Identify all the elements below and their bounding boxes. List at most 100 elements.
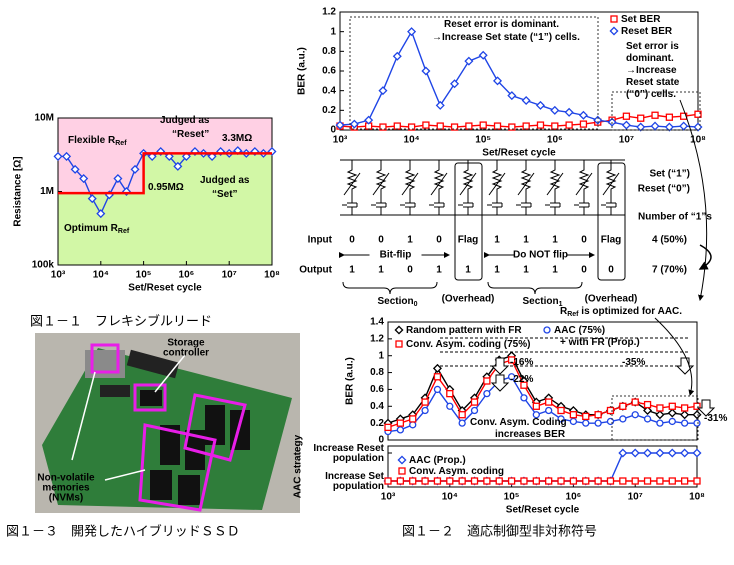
annotation-part: -22% [510, 374, 533, 385]
marker-diamond [450, 79, 460, 89]
marker-diamond [432, 363, 442, 373]
annotation: “Reset” [172, 129, 209, 140]
dashed-box [611, 91, 701, 131]
annotation-part: 0.95MΩ [148, 182, 184, 193]
marker-circle [680, 419, 689, 427]
annotation: -31% [704, 413, 727, 424]
marker-square [446, 477, 454, 485]
marker-square [532, 477, 540, 485]
marker-circle [631, 411, 639, 419]
marker-diamond [113, 174, 123, 184]
x-tick-label: 10³ [381, 492, 396, 503]
annotation-part: “Set” [212, 189, 238, 200]
section-label-part: Section [378, 296, 414, 307]
region-below [58, 153, 272, 265]
annotation-part: Conv. Asym. Coding [470, 417, 567, 428]
marker-square [594, 411, 602, 419]
annotation-part: (“0”) cells. [626, 89, 676, 100]
marker-diamond [650, 121, 660, 131]
marker-square [582, 477, 590, 485]
annotation-part: Ref [567, 311, 579, 318]
marker-square [656, 477, 664, 485]
annotation: Judged as [160, 115, 210, 126]
marker-diamond [96, 209, 106, 219]
marker-diamond [680, 448, 690, 458]
annotation: 3.3MΩ [222, 133, 252, 144]
marker-square [421, 398, 429, 406]
marker-square [520, 381, 528, 389]
legend-label-part: Reset BER [621, 26, 673, 37]
pointer-arrow [679, 99, 708, 301]
legend-label-part: Ref [115, 140, 127, 147]
marker-square [395, 340, 403, 348]
marker-diamond [87, 194, 97, 204]
marker-square [569, 411, 578, 419]
memory-cell [342, 160, 361, 215]
plot-frame [387, 445, 698, 488]
overhead-label: (Overhead) [585, 294, 638, 305]
annotation: Judged as [200, 175, 250, 186]
x-tick-label: 10⁷ [628, 492, 643, 503]
x-axis-label: Set/Reset cycle [128, 283, 202, 294]
x-tick-label: 10⁵ [136, 270, 152, 281]
down-arrow [490, 374, 510, 392]
diagram-frame [342, 162, 712, 295]
section-label: Section0 [378, 296, 418, 309]
output-bit: 1 [494, 265, 500, 276]
section-label-part: Section [523, 296, 559, 307]
y-tick-label: 1M [40, 186, 54, 197]
down-arrow [696, 399, 716, 417]
y-axis-label: BER (a.u.) [345, 357, 356, 405]
marker-square [398, 467, 406, 475]
marker-square [422, 121, 430, 129]
output-bit: 1 [349, 265, 355, 276]
marker-circle [483, 389, 491, 398]
section-label-part: 1 [559, 301, 563, 308]
op-bg [369, 249, 422, 261]
marker-diamond [679, 121, 689, 131]
marker-square [545, 398, 553, 406]
marker-diamond [692, 410, 702, 420]
marker-square [693, 477, 701, 485]
output-label: Output [299, 265, 332, 276]
marker-diamond [593, 115, 603, 125]
annotation-part: Set error is [626, 41, 679, 52]
marker-diamond [667, 448, 677, 458]
marker-square [507, 356, 516, 364]
marker-diamond [643, 405, 653, 416]
annotation: (“0”) cells. [626, 89, 676, 100]
marker-square [668, 477, 676, 485]
annotation: -22% [510, 374, 533, 385]
annotation: -16% [510, 357, 533, 368]
marker-diamond [173, 161, 183, 171]
y-tick-label: 0.6 [370, 384, 384, 395]
marker-diamond [364, 115, 374, 125]
legend-label-part: Conv. Asym. coding (75%) [406, 339, 530, 350]
annotation-part: dominant. [626, 53, 674, 64]
x-axis-label: Set/Reset cycle [506, 505, 580, 516]
y-tick-label: 0.8 [322, 46, 336, 57]
legend-label-part: Conv. Asym. coding [409, 466, 504, 477]
marker-square [522, 122, 530, 130]
y-tick-label: Increase Reset population [313, 443, 384, 464]
memory-cell [545, 160, 564, 215]
annotation: RRef is optimized for AAC. [560, 306, 682, 319]
marker-square [407, 123, 416, 131]
marker-diamond [79, 174, 89, 184]
marker-square [693, 402, 701, 410]
marker-square [409, 477, 417, 485]
marker-square [465, 122, 473, 130]
marker-diamond [550, 105, 560, 115]
annotation: increases BER [495, 429, 566, 440]
legend-label: Random pattern with FR [406, 325, 522, 336]
marker-circle [569, 417, 578, 426]
memory-cell [458, 160, 477, 215]
input-bit: 1 [523, 235, 529, 246]
x-axis-label: Set/Reset cycle [482, 148, 556, 159]
annotation: Set error is [626, 41, 679, 52]
x-tick-label: 10⁴ [93, 270, 109, 281]
marker-square [508, 123, 516, 131]
marker-square [433, 373, 442, 381]
region-above [58, 118, 272, 194]
